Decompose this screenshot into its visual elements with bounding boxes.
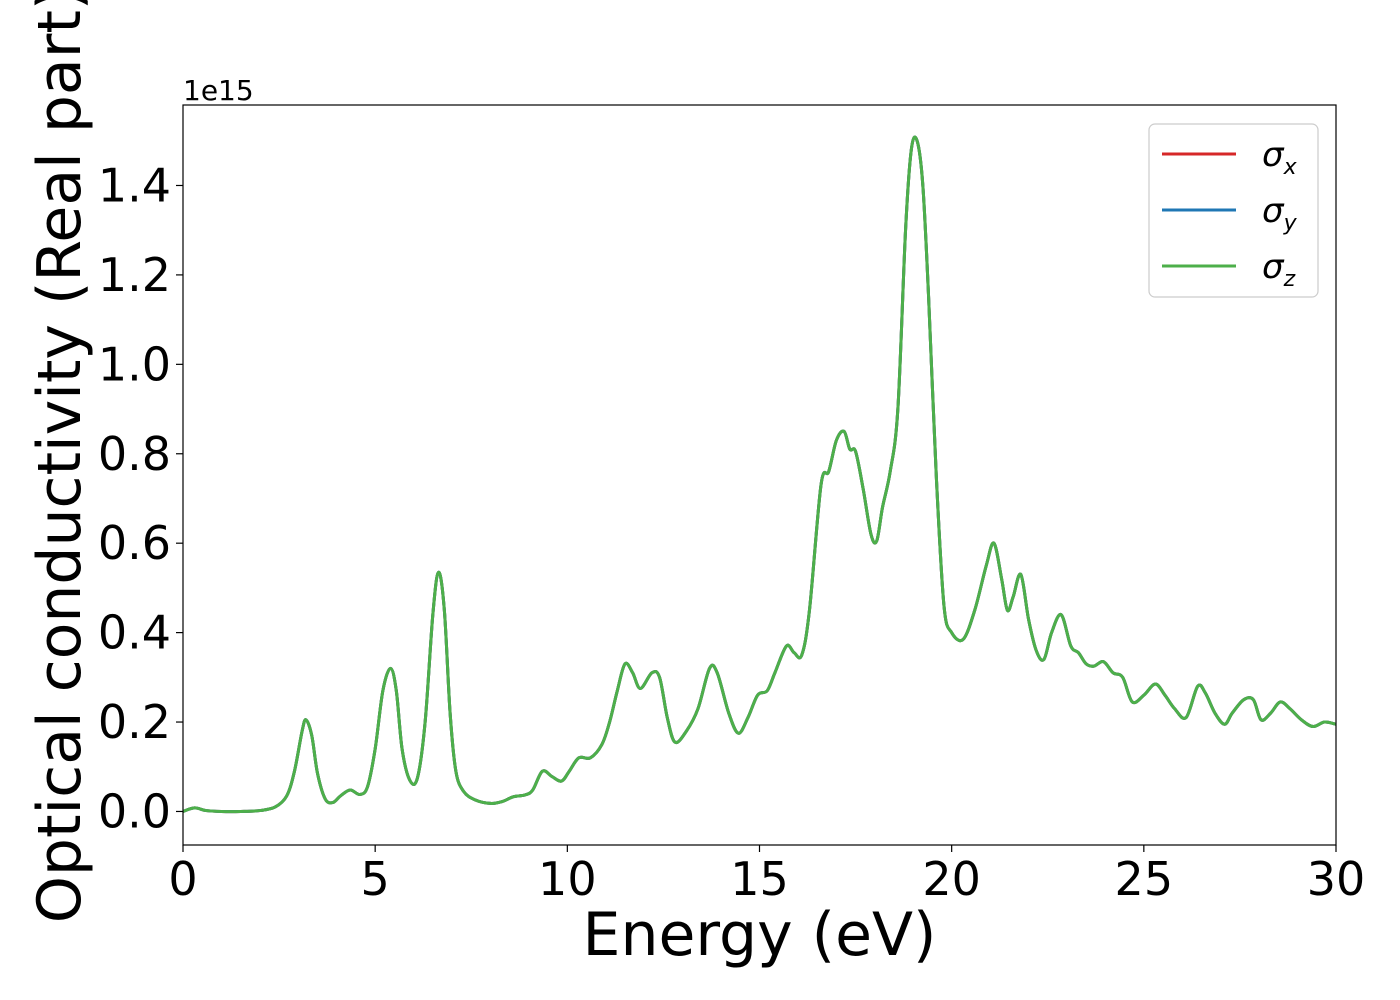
- y-tick-label: 1.0: [98, 337, 171, 391]
- y-tick-label: 0.4: [98, 606, 171, 660]
- y-tick-label: 1.2: [98, 248, 171, 302]
- plot-area: [182, 104, 1337, 846]
- plot-background: [183, 105, 1336, 845]
- y-tick-label: 0.8: [98, 427, 171, 481]
- x-tick-label: 20: [922, 852, 981, 906]
- x-tick-label: 10: [538, 852, 597, 906]
- legend-label-y: σy: [1262, 191, 1298, 236]
- legend-label-z: σz: [1262, 247, 1296, 292]
- y-axis-offset-label: 1e15: [183, 74, 254, 107]
- y-tick-label: 0.6: [98, 516, 171, 570]
- y-tick-label: 0.2: [98, 695, 171, 749]
- y-axis-label: Optical conductivity (Real part): [25, 0, 95, 923]
- legend-subscript: z: [1283, 267, 1296, 292]
- x-tick-label: 15: [730, 852, 789, 906]
- y-axis-ticks: 0.0 0.2 0.4 0.6 0.8 1.0 1.2 1.4: [98, 158, 183, 838]
- legend-label-x: σx: [1262, 135, 1298, 180]
- legend-subscript: x: [1283, 155, 1298, 180]
- x-axis-label: Energy (eV): [583, 900, 937, 970]
- x-axis-ticks: 0 5 10 15 20 25 30: [168, 845, 1365, 906]
- legend-symbol: σ: [1262, 191, 1285, 231]
- y-tick-label: 0.0: [98, 784, 171, 838]
- series-layer: [183, 135, 1336, 814]
- x-tick-label: 5: [361, 852, 390, 906]
- x-tick-label: 25: [1115, 852, 1174, 906]
- legend-symbol: σ: [1262, 247, 1285, 287]
- x-tick-label: 30: [1307, 852, 1366, 906]
- series-line-z: [183, 135, 1336, 814]
- legend-subscript: y: [1283, 211, 1298, 236]
- x-tick-label: 0: [168, 852, 197, 906]
- y-tick-label: 1.4: [98, 158, 171, 212]
- legend-symbol: σ: [1262, 135, 1285, 175]
